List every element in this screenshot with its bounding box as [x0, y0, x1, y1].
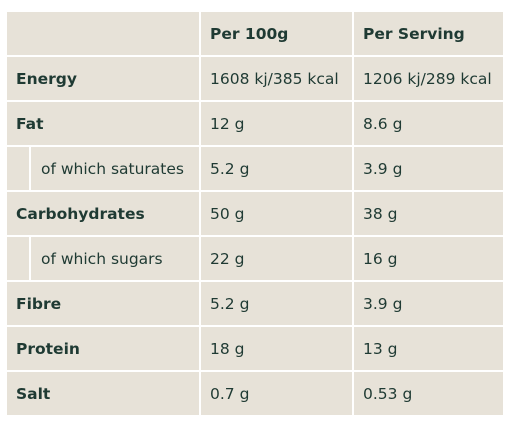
per-serving-value: 1206 kj/289 kcal	[352, 55, 505, 102]
per-100g-value: 5.2 g	[199, 145, 354, 192]
table-row: Carbohydrates 50 g 38 g	[5, 190, 505, 237]
per-100g-value: 22 g	[199, 235, 354, 282]
per-100g-value: 5.2 g	[199, 280, 354, 327]
sub-nutrient-label: of which saturates	[41, 159, 184, 178]
per-serving-value: 3.9 g	[352, 145, 505, 192]
table-row: Fat 12 g 8.6 g	[5, 100, 505, 147]
nutrient-label: Fibre	[5, 280, 201, 327]
per-serving-value: 8.6 g	[352, 100, 505, 147]
sub-nutrient-label: of which sugars	[41, 249, 163, 268]
table-header-row: Per 100g Per Serving	[5, 10, 505, 57]
per-serving-value: 3.9 g	[352, 280, 505, 327]
per-serving-value: 16 g	[352, 235, 505, 282]
table-row: Energy 1608 kj/385 kcal 1206 kj/289 kcal	[5, 55, 505, 102]
nutrient-label: Protein	[5, 325, 201, 372]
indent-spacer	[8, 238, 31, 279]
sub-nutrient-wrap: of which sugars	[8, 238, 198, 279]
per-100g-value: 0.7 g	[199, 370, 354, 417]
nutrient-label: Fat	[5, 100, 201, 147]
indent-spacer	[8, 148, 31, 189]
sub-nutrient-cell: of which sugars	[5, 235, 201, 282]
per-100g-value: 12 g	[199, 100, 354, 147]
nutrient-label: Carbohydrates	[5, 190, 201, 237]
per-100g-value: 1608 kj/385 kcal	[199, 55, 354, 102]
table-row: Salt 0.7 g 0.53 g	[5, 370, 505, 417]
table-row: Fibre 5.2 g 3.9 g	[5, 280, 505, 327]
nutrient-label: Energy	[5, 55, 201, 102]
table-row: of which sugars 22 g 16 g	[5, 235, 505, 282]
header-per-serving: Per Serving	[352, 10, 505, 57]
header-empty-cell	[5, 10, 201, 57]
nutrient-label: Salt	[5, 370, 201, 417]
header-per-100g: Per 100g	[199, 10, 354, 57]
table-row: Protein 18 g 13 g	[5, 325, 505, 372]
per-serving-value: 38 g	[352, 190, 505, 237]
sub-nutrient-cell: of which saturates	[5, 145, 201, 192]
per-serving-value: 13 g	[352, 325, 505, 372]
per-100g-value: 50 g	[199, 190, 354, 237]
sub-nutrient-wrap: of which saturates	[8, 148, 198, 189]
per-100g-value: 18 g	[199, 325, 354, 372]
nutrition-table: Per 100g Per Serving Energy 1608 kj/385 …	[5, 10, 505, 417]
per-serving-value: 0.53 g	[352, 370, 505, 417]
table-row: of which saturates 5.2 g 3.9 g	[5, 145, 505, 192]
